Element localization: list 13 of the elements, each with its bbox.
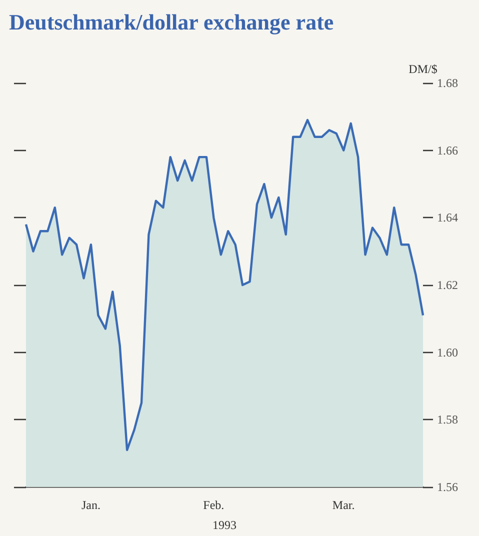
y-tick-label: 1.68 [437,76,458,90]
x-tick-label: Mar. [332,498,355,512]
x-tick-label: Feb. [203,498,224,512]
x-tick-label: Jan. [81,498,100,512]
y-tick-label: 1.60 [437,345,458,360]
y-axis-title: DM/$ [408,62,438,76]
chart-title: Deutschmark/dollar exchange rate [9,10,334,34]
y-tick-label: 1.56 [437,480,458,494]
x-axis-title: 1993 [212,518,236,532]
y-tick-label: 1.62 [437,278,458,292]
y-tick-label: 1.58 [437,412,458,427]
y-tick-label: 1.66 [437,143,458,158]
y-tick-label: 1.64 [437,210,458,225]
